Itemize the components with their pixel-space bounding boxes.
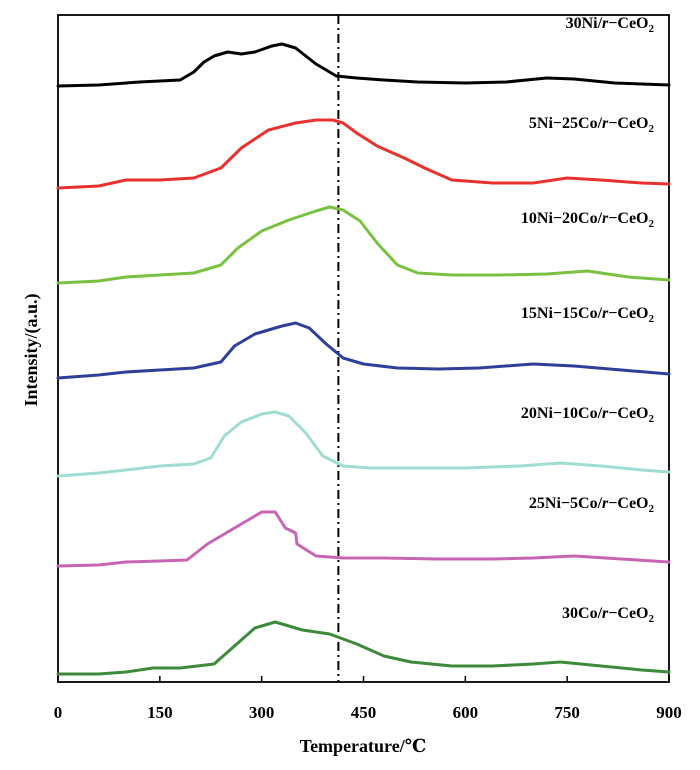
series-line-1 — [56, 42, 671, 88]
x-tick-label-4: 600 — [453, 703, 479, 722]
x-tick-label-0: 0 — [54, 703, 63, 722]
y-axis-title: Intensity/(a.u.) — [21, 293, 42, 406]
x-tick-label-6: 900 — [656, 703, 682, 722]
series-line-2 — [56, 118, 671, 190]
x-axis-ticks: 0 150 300 450 600 750 900 — [54, 676, 682, 722]
x-tick-label-5: 750 — [554, 703, 580, 722]
series-line-6 — [56, 510, 671, 568]
series-label-6: 25Ni−5Co/r−CeO2 — [529, 495, 655, 515]
x-tick-label-1: 150 — [147, 703, 173, 722]
series-line-3 — [56, 205, 671, 285]
series-label-7: 30Co/r−CeO2 — [562, 605, 654, 625]
series-label-layer: 30Ni/r−CeO2 5Ni−25Co/r−CeO2 10Ni−20Co/r−Ce… — [521, 15, 655, 625]
x-axis-title: Temperature/℃ — [300, 736, 427, 756]
series-label-3: 10Ni−20Co/r−CeO2 — [521, 210, 655, 230]
series-line-4 — [56, 321, 671, 380]
series-line-7 — [56, 620, 671, 676]
series-label-1: 30Ni/r−CeO2 — [566, 15, 655, 35]
series-label-4: 15Ni−15Co/r−CeO2 — [521, 305, 655, 325]
series-label-2: 5Ni−25Co/r−CeO2 — [529, 115, 655, 135]
series-line-5 — [56, 410, 671, 478]
x-tick-label-2: 300 — [249, 703, 275, 722]
series-layer — [56, 42, 671, 676]
x-tick-label-3: 450 — [351, 703, 377, 722]
series-label-5: 20Ni−10Co/r−CeO2 — [521, 405, 655, 425]
